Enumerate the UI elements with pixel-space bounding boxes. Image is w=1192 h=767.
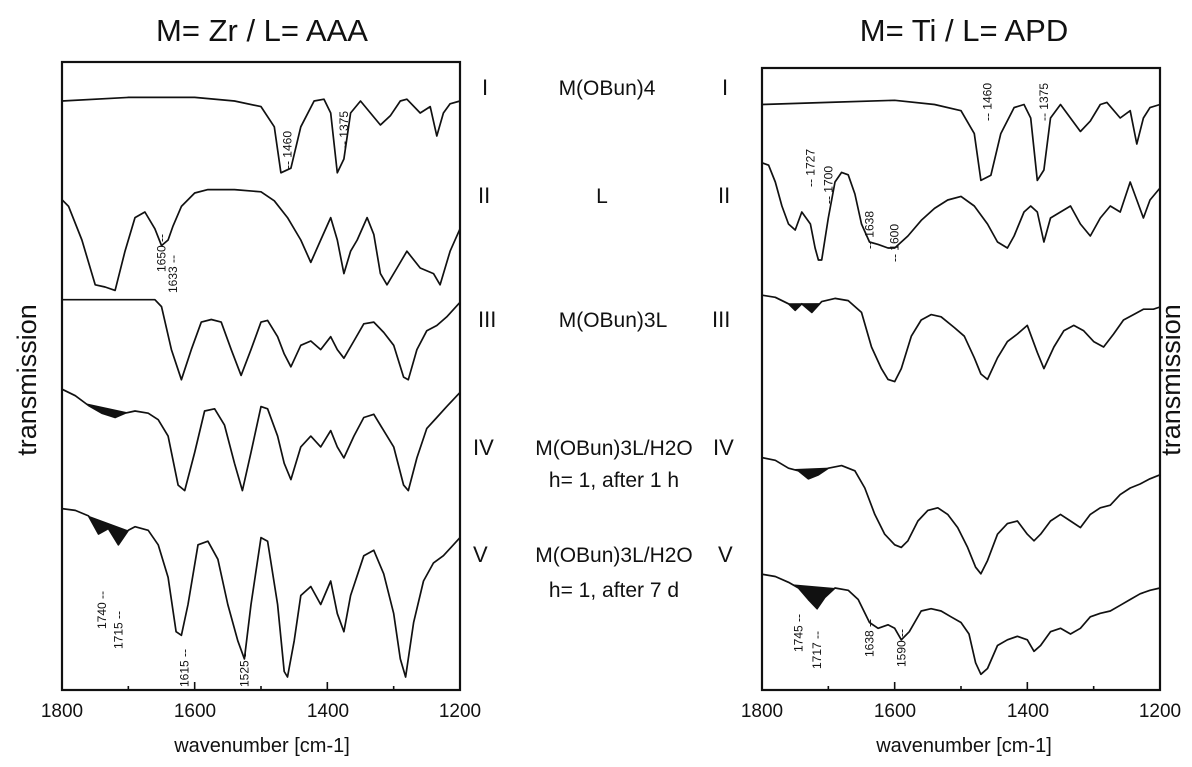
peak-annotation: 1638 -- xyxy=(863,619,877,657)
compound-name-V: M(OBun)3L/H2O xyxy=(535,544,693,567)
peak-annotation: 1740 -- xyxy=(95,591,109,629)
right-panel-title: M= Ti / L= APD xyxy=(860,13,1068,48)
right-roman-V: V xyxy=(718,542,733,567)
peak-annotation: 1717 -- xyxy=(810,631,824,669)
right-x-tick-labels: 1800 1600 1400 1200 xyxy=(741,701,1181,722)
spectrum-v-line xyxy=(61,507,461,678)
compound-legend: I II III IV V I II III IV V M(OBun)4 L M… xyxy=(473,75,734,602)
x-tick-label: 1400 xyxy=(1007,701,1049,722)
shaded-band-iv xyxy=(85,403,129,418)
shaded-band-v xyxy=(85,514,129,545)
left-roman-IV: IV xyxy=(473,435,494,460)
peak-annotation: 1745 -- xyxy=(792,614,806,652)
peak-annotation: -- 1727 xyxy=(803,149,817,187)
x-tick-label: 1600 xyxy=(874,701,916,722)
peak-annotation: 1615 -- xyxy=(178,649,192,687)
right-roman-I: I xyxy=(722,75,728,100)
peak-annotation: -- 1375 xyxy=(1037,83,1051,121)
spectrum-i-line xyxy=(61,96,461,174)
left-panel-title: M= Zr / L= AAA xyxy=(156,13,368,48)
peak-annotation: 1633 -- xyxy=(166,255,180,293)
spectrum-iii-line xyxy=(761,294,1161,383)
left-roman-V: V xyxy=(473,542,488,567)
spectrum-ii-line xyxy=(761,162,1161,261)
left-roman-III: III xyxy=(478,307,496,332)
left-x-tick-labels: 1800 1600 1400 1200 xyxy=(41,701,481,722)
right-roman-IV: IV xyxy=(713,435,734,460)
right-roman-III: III xyxy=(712,307,730,332)
x-tick-label: 1200 xyxy=(439,701,481,722)
spectrum-iv-line xyxy=(61,388,461,492)
peak-annotation: -- 1460 xyxy=(281,131,295,169)
compound-note-IV: h= 1, after 1 h xyxy=(549,469,679,492)
peak-annotation: -- 1700 xyxy=(821,166,835,204)
left-roman-II: II xyxy=(478,183,490,208)
right-spectra-group: -- 1460 -- 1375 -- 1727 -- 1700 -- 1638 -- 16… xyxy=(761,83,1161,690)
spectrum-v-line xyxy=(761,573,1161,676)
x-tick-label: 1800 xyxy=(41,701,83,722)
peak-annotation: 1650 -- xyxy=(155,234,169,272)
left-y-axis-label: transmission xyxy=(12,304,42,456)
left-spectra-group: -- 1460 -- 1375 1650 --1633 -- 1740 --1715 … xyxy=(61,96,461,690)
left-roman-I: I xyxy=(482,75,488,100)
x-tick-label: 1800 xyxy=(741,701,783,722)
compound-name-I: M(OBun)4 xyxy=(559,77,656,100)
compound-name-III: M(OBun)3L xyxy=(559,309,668,332)
shaded-band-iv xyxy=(791,467,832,479)
peak-annotation: -- 1460 xyxy=(981,83,995,121)
spectrum-i-line xyxy=(761,99,1161,182)
right-y-axis-label: transmission xyxy=(1156,304,1186,456)
shaded-band-v xyxy=(791,584,835,609)
x-tick-label: 1400 xyxy=(307,701,349,722)
right-x-axis-label: wavenumber [cm-1] xyxy=(875,735,1052,757)
compound-note-V: h= 1, after 7 d xyxy=(549,579,679,602)
peak-annotation: -- 1600 xyxy=(888,224,902,262)
spectrum-iv-line xyxy=(761,456,1161,575)
left-x-axis-label: wavenumber [cm-1] xyxy=(173,735,350,757)
compound-name-II: L xyxy=(596,185,608,208)
spectrum-iii-line xyxy=(62,298,461,381)
peak-annotation: -- 1638 xyxy=(863,211,877,249)
compound-name-IV: M(OBun)3L/H2O xyxy=(535,437,693,460)
spectrum-ii-line xyxy=(61,188,461,292)
peak-annotation: 1590 -- xyxy=(894,629,908,667)
peak-annotation: 1715 -- xyxy=(111,611,125,649)
x-tick-label: 1200 xyxy=(1139,701,1181,722)
right-roman-II: II xyxy=(718,183,730,208)
left-plot-frame xyxy=(60,60,462,692)
x-tick-label: 1600 xyxy=(174,701,216,722)
peak-annotation: 1525 -- xyxy=(237,649,251,687)
peak-annotation: -- 1375 xyxy=(337,111,351,149)
